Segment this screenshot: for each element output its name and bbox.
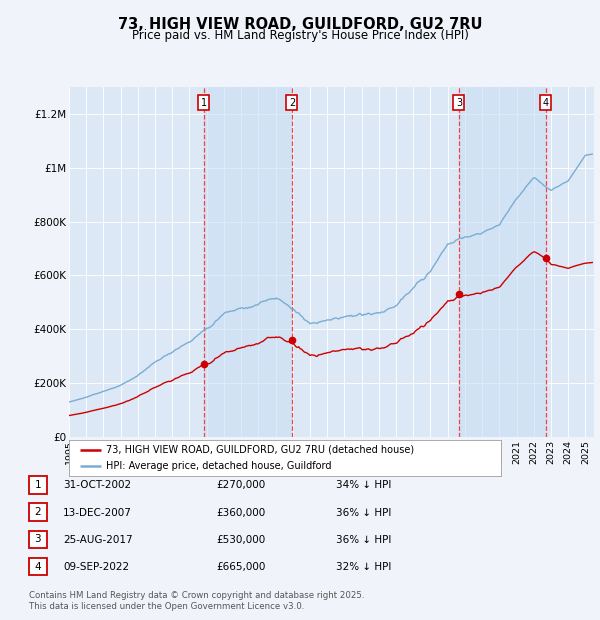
Text: 09-SEP-2022: 09-SEP-2022: [63, 562, 129, 572]
Text: 73, HIGH VIEW ROAD, GUILDFORD, GU2 7RU (detached house): 73, HIGH VIEW ROAD, GUILDFORD, GU2 7RU (…: [106, 445, 414, 455]
Text: HPI: Average price, detached house, Guildford: HPI: Average price, detached house, Guil…: [106, 461, 331, 471]
Text: Contains HM Land Registry data © Crown copyright and database right 2025.
This d: Contains HM Land Registry data © Crown c…: [29, 591, 364, 611]
Text: £530,000: £530,000: [216, 535, 265, 545]
Text: 73, HIGH VIEW ROAD, GUILDFORD, GU2 7RU: 73, HIGH VIEW ROAD, GUILDFORD, GU2 7RU: [118, 17, 482, 32]
Text: 34% ↓ HPI: 34% ↓ HPI: [336, 480, 391, 490]
Bar: [459, 87, 545, 437]
Text: 3: 3: [456, 97, 462, 107]
Text: 1: 1: [34, 480, 41, 490]
Text: 13-DEC-2007: 13-DEC-2007: [63, 508, 132, 518]
Text: £270,000: £270,000: [216, 480, 265, 490]
Text: 32% ↓ HPI: 32% ↓ HPI: [336, 562, 391, 572]
Text: Price paid vs. HM Land Registry's House Price Index (HPI): Price paid vs. HM Land Registry's House …: [131, 30, 469, 42]
Text: 2: 2: [289, 97, 295, 107]
Text: 31-OCT-2002: 31-OCT-2002: [63, 480, 131, 490]
Bar: [204, 87, 292, 437]
Text: 4: 4: [34, 562, 41, 572]
Text: 36% ↓ HPI: 36% ↓ HPI: [336, 508, 391, 518]
Text: £665,000: £665,000: [216, 562, 265, 572]
Text: £360,000: £360,000: [216, 508, 265, 518]
Text: 36% ↓ HPI: 36% ↓ HPI: [336, 535, 391, 545]
Text: 4: 4: [542, 97, 548, 107]
Text: 3: 3: [34, 534, 41, 544]
Text: 25-AUG-2017: 25-AUG-2017: [63, 535, 133, 545]
Text: 2: 2: [34, 507, 41, 517]
Text: 1: 1: [201, 97, 207, 107]
